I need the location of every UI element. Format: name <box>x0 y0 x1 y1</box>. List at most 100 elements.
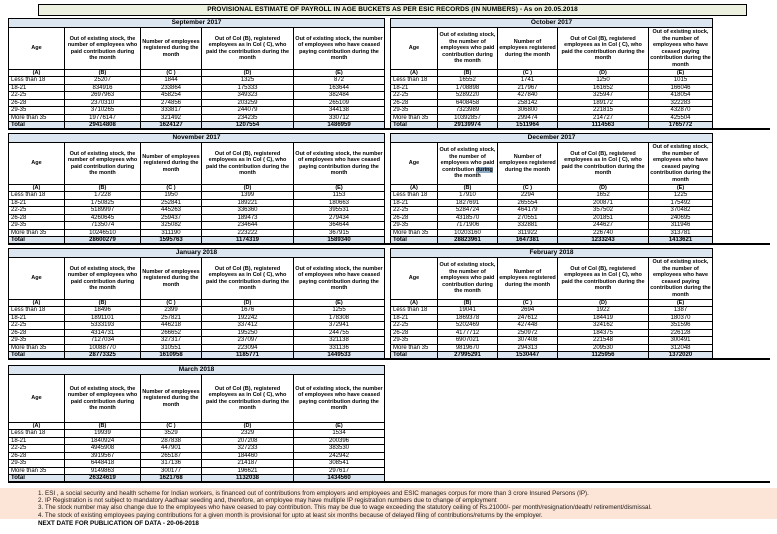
value-cell: 19776147 <box>64 113 141 122</box>
month-title: February 2018 <box>389 248 714 258</box>
value-cell: 6907021 <box>437 336 498 345</box>
age-bucket-label: 18-21 <box>8 436 65 445</box>
value-cell: 432870 <box>648 106 713 115</box>
column-letter: (D) <box>557 69 649 77</box>
footnote-1: 1. ESI , a social security and health sc… <box>38 490 589 497</box>
month-header-row: September 2017 <box>7 18 386 28</box>
value-cell: 2697963 <box>64 91 141 100</box>
column-letter: (C ) <box>497 299 558 307</box>
data-row: 26-28 2370310 274856 203259 265109 <box>8 98 386 107</box>
value-cell: 425504 <box>648 113 713 122</box>
data-row: 26-28 4260645 259437 189473 279434 <box>8 213 385 222</box>
value-cell: 370482 <box>647 206 714 215</box>
column-header-row: Age Out of existing stock, the number of … <box>8 142 385 185</box>
column-letter-row: (A) (B) (C ) (D) (E) <box>8 69 386 77</box>
value-cell: 1250 <box>557 76 649 85</box>
value-cell: 196621 <box>201 466 294 475</box>
value-cell: 299474 <box>497 113 558 122</box>
col-header-paid-contribution: Out of existing stock, the number of emp… <box>64 27 141 70</box>
value-cell: 1922 <box>557 306 649 315</box>
column-header-row: Age Out of existing stock, the number of … <box>390 257 714 300</box>
value-cell: 325947 <box>557 91 649 100</box>
value-cell: 297617 <box>292 466 386 475</box>
col-header-age: Age <box>390 27 438 70</box>
payroll-table: December 2017 Age Out of existing stock, t… <box>389 133 714 245</box>
month-header-row: January 2018 <box>7 248 386 258</box>
data-row: 18-21 1750825 252841 189221 180663 <box>8 198 385 207</box>
age-bucket-label: More than 35 <box>390 228 438 237</box>
value-cell: 1255 <box>292 306 386 315</box>
age-bucket-label: 18-21 <box>8 198 65 207</box>
value-cell: 1891101 <box>64 313 141 322</box>
value-cell: 234235 <box>201 113 294 122</box>
age-bucket-label: 18-21 <box>8 83 65 92</box>
value-cell: 445263 <box>140 206 202 215</box>
col-header-age: Age <box>8 374 65 423</box>
data-row: 29-35 6448418 317136 214187 308541 <box>8 459 386 468</box>
value-cell: 427448 <box>497 321 558 330</box>
data-row: 22-25 2697963 458254 349323 382484 <box>8 91 386 100</box>
data-row: 26-28 6408458 258142 189172 322283 <box>390 98 713 107</box>
data-row: Less than 18 19939 3529 2329 1534 <box>8 429 386 438</box>
column-letter: (E) <box>293 184 385 192</box>
value-cell: 166046 <box>648 83 713 92</box>
value-cell: 307408 <box>497 336 558 345</box>
value-cell: 10246510 <box>64 228 141 237</box>
value-cell: 2694 <box>497 306 558 315</box>
col-header-age: Age <box>8 27 65 70</box>
data-row: Less than 18 16552 1741 1250 1015 <box>390 76 713 85</box>
column-letter: (D) <box>201 184 294 192</box>
value-cell: 207208 <box>201 436 294 445</box>
data-row: Less than 18 19041 2694 1922 1387 <box>390 306 714 315</box>
age-bucket-label: 29-35 <box>8 336 65 345</box>
data-row: 22-25 5202469 427448 324162 351596 <box>390 321 714 330</box>
value-cell: 331136 <box>292 343 386 352</box>
column-letter: (C ) <box>140 422 202 430</box>
value-cell: 349323 <box>201 91 294 100</box>
data-row: 29-35 3710265 333817 244079 344138 <box>8 106 386 115</box>
col-header-paid-contribution: Out of existing stock, the number of emp… <box>437 27 498 70</box>
section-divider <box>8 481 770 483</box>
column-letter: (A) <box>390 69 438 77</box>
col-header-ceased-paying: Out of existing stock, the number of emp… <box>647 142 714 185</box>
month-title: December 2017 <box>389 133 714 143</box>
value-cell: 333817 <box>140 106 202 115</box>
value-cell: 223222 <box>201 228 294 237</box>
value-cell: 265109 <box>292 98 386 107</box>
selection-highlight: during <box>475 166 493 173</box>
column-letter: (D) <box>557 299 649 307</box>
value-cell: 1840924 <box>64 436 141 445</box>
col-header-paid-contribution: Out of existing stock, the number of emp… <box>64 374 141 423</box>
col-header-ceased-paying: Out of existing stock, the number of emp… <box>648 27 713 70</box>
month-title: March 2018 <box>7 365 386 375</box>
value-cell: 4318570 <box>437 213 498 222</box>
value-cell: 16552 <box>437 76 498 85</box>
data-row: 18-21 1827691 265554 200871 175492 <box>390 198 714 207</box>
value-cell: 1225 <box>647 191 714 200</box>
age-bucket-label: Less than 18 <box>390 191 438 200</box>
value-cell: 1708898 <box>437 83 498 92</box>
value-cell: 357502 <box>557 206 649 215</box>
data-row: 29-35 7135074 325082 234644 364644 <box>8 221 385 230</box>
column-header-row: Age Out of existing stock, the number of … <box>8 27 386 70</box>
column-letter: (C ) <box>497 69 558 77</box>
value-cell: 1399 <box>201 191 294 200</box>
value-cell: 184375 <box>557 328 649 337</box>
age-bucket-label: 29-35 <box>390 336 438 345</box>
value-cell: 201851 <box>557 213 649 222</box>
value-cell: 175333 <box>201 83 294 92</box>
value-cell: 217967 <box>497 83 558 92</box>
section-divider <box>8 243 770 245</box>
value-cell: 214187 <box>201 459 294 468</box>
col-header-registered-paid: Out of Col (B), registered employees as … <box>201 27 294 70</box>
value-cell: 4314731 <box>64 328 141 337</box>
value-cell: 10392857 <box>437 113 498 122</box>
value-cell: 382484 <box>292 91 386 100</box>
age-bucket-label: 22-25 <box>8 321 65 330</box>
col-header-registered-paid: Out of Col (B), registered employees as … <box>201 142 294 185</box>
data-row: 26-28 4314731 266652 195250 244755 <box>8 328 386 337</box>
column-letter: (A) <box>8 69 65 77</box>
value-cell: 311922 <box>497 228 558 237</box>
value-cell: 19041 <box>437 306 498 315</box>
month-title: October 2017 <box>390 18 713 28</box>
